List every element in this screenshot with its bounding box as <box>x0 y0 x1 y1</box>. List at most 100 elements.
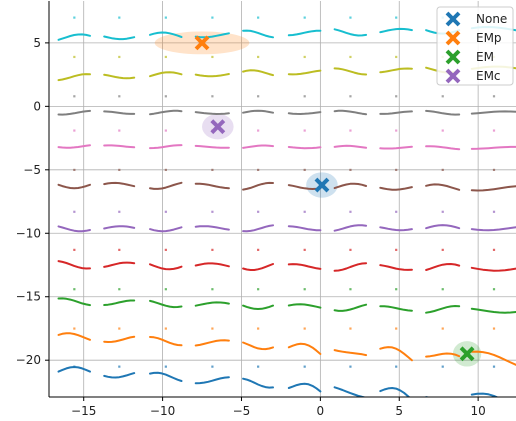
reference-dot <box>118 55 121 59</box>
series-segment <box>242 224 274 233</box>
series-segment <box>287 382 322 393</box>
reference-dot <box>492 327 496 330</box>
series-segment <box>470 266 516 272</box>
reference-dot <box>257 95 260 98</box>
reference-dot <box>211 327 214 330</box>
series-segment <box>287 146 322 150</box>
reference-dot <box>211 16 214 19</box>
series-segment <box>470 145 516 150</box>
reference-dot <box>349 327 352 330</box>
reference-dot <box>492 365 496 368</box>
series-segment <box>379 186 413 191</box>
series-segment <box>242 69 274 77</box>
series-segment <box>103 261 136 268</box>
series-segment <box>57 297 91 307</box>
reference-dot <box>211 95 214 98</box>
reference-dot <box>349 168 352 172</box>
legend-entry: None <box>445 11 507 27</box>
series-segment <box>242 29 274 39</box>
series-segment <box>333 182 368 190</box>
reference-dot <box>118 16 121 19</box>
series-segment <box>425 224 461 230</box>
legend-label: EMp <box>476 31 502 45</box>
series-segment <box>57 332 91 341</box>
series-segment <box>194 301 230 307</box>
reference-dot <box>441 168 444 172</box>
x-tick-label: 5 <box>395 404 403 418</box>
marker-stroke <box>459 346 475 362</box>
reference-dot <box>492 210 496 213</box>
series-segment <box>287 184 322 190</box>
series-segment <box>103 144 136 149</box>
reference-dot <box>257 210 260 213</box>
y-tick-label: 5 <box>33 36 41 50</box>
x-tick-label: −10 <box>150 404 175 418</box>
reference-dot <box>349 248 352 251</box>
reference-dot <box>303 210 306 213</box>
series-segment <box>379 346 413 362</box>
series-segment <box>149 263 183 271</box>
reference-dot <box>164 327 167 330</box>
reference-dot <box>73 327 76 330</box>
series-segment <box>425 352 461 358</box>
reference-dot <box>303 16 306 19</box>
reference-dot <box>349 288 352 291</box>
series-segment <box>57 366 91 373</box>
reference-dot <box>492 168 496 172</box>
reference-dot <box>441 288 444 291</box>
y-tick-label: 0 <box>33 99 41 113</box>
reference-dot <box>73 248 76 251</box>
reference-dot <box>395 168 398 172</box>
series-segment <box>103 73 136 80</box>
series-segment <box>194 111 230 115</box>
series-segment <box>333 262 368 272</box>
reference-dot <box>395 95 398 98</box>
series-segment <box>470 110 516 115</box>
series-segment <box>149 31 183 38</box>
reference-dot <box>395 365 398 368</box>
reference-dot <box>164 55 167 59</box>
reference-dot <box>395 248 398 251</box>
marker-emc <box>210 119 226 135</box>
reference-dot <box>441 248 444 251</box>
reference-dot <box>164 16 167 19</box>
reference-dot <box>395 288 398 291</box>
reference-dot <box>257 55 260 59</box>
series-segment <box>149 336 183 347</box>
reference-dot <box>303 248 306 251</box>
axes <box>45 1 516 401</box>
series-segment <box>103 35 136 41</box>
series-segment <box>194 32 230 39</box>
series-segment <box>103 181 136 188</box>
legend: None EMp EM EMc <box>436 6 514 86</box>
series-segment <box>57 225 91 233</box>
reference-dot <box>164 365 167 368</box>
reference-dot <box>303 55 306 59</box>
reference-dot <box>441 365 444 368</box>
reference-dot <box>257 288 260 291</box>
reference-dot <box>164 288 167 291</box>
series-segment <box>470 392 499 397</box>
series-segment <box>287 342 322 355</box>
y-tick-label: −10 <box>16 226 41 240</box>
reference-dot <box>164 210 167 213</box>
reference-dot <box>257 327 260 330</box>
series-segment <box>57 260 91 270</box>
reference-dot <box>73 129 76 132</box>
reference-dot <box>303 168 306 172</box>
reference-dot <box>73 168 76 172</box>
reference-dot <box>349 365 352 368</box>
reference-dot <box>164 168 167 172</box>
reference-dot <box>257 365 260 368</box>
series-segment <box>149 299 183 309</box>
series-segment <box>103 110 136 115</box>
series-segment <box>425 109 461 116</box>
x-tick-label: 10 <box>470 404 485 418</box>
reference-dot <box>395 129 398 132</box>
series-segment <box>333 144 368 149</box>
series-segment <box>194 144 230 149</box>
reference-dot <box>492 248 496 251</box>
reference-dot <box>164 248 167 251</box>
reference-dot <box>73 210 76 213</box>
